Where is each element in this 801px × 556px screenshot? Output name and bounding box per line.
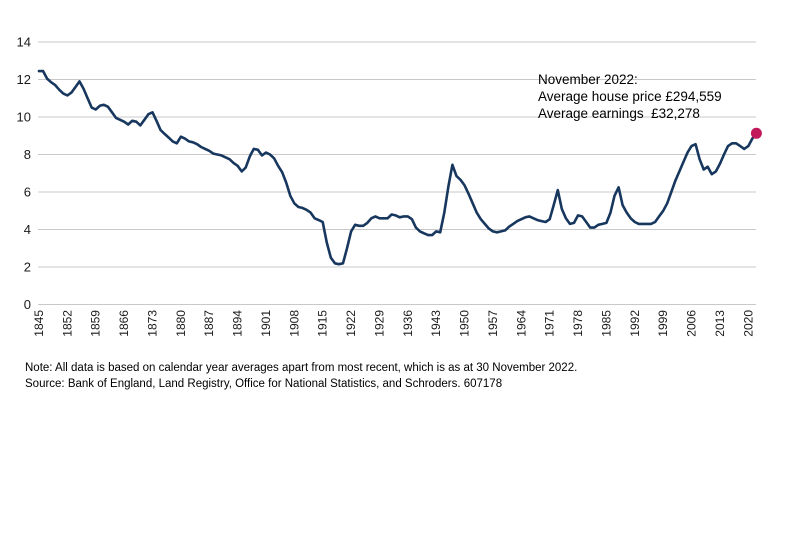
y-axis-tick-label: 0 bbox=[24, 297, 31, 312]
annotation-date: November 2022: bbox=[538, 72, 638, 87]
y-axis-tick-label: 6 bbox=[24, 185, 31, 200]
chart-annotation: November 2022: Average house price £294,… bbox=[538, 71, 722, 122]
x-axis-tick-label: 1894 bbox=[231, 310, 245, 337]
x-axis-tick-label: 1908 bbox=[287, 310, 301, 337]
y-axis-tick-label: 8 bbox=[24, 147, 31, 162]
x-axis-tick-label: 1866 bbox=[117, 310, 131, 337]
x-axis-tick-label: 1880 bbox=[174, 310, 188, 337]
annotation-earnings: Average earnings £32,278 bbox=[538, 106, 700, 121]
annotation-house-price: Average house price £294,559 bbox=[538, 89, 722, 104]
x-axis-tick-label: 1978 bbox=[571, 310, 585, 337]
y-axis-tick-label: 12 bbox=[17, 72, 31, 87]
x-axis-tick-label: 1999 bbox=[656, 310, 670, 337]
x-axis-tick-label: 1992 bbox=[628, 310, 642, 337]
x-axis-tick-label: 1957 bbox=[486, 310, 500, 337]
y-axis-tick-label: 14 bbox=[17, 35, 31, 50]
y-axis-tick-label: 2 bbox=[24, 260, 31, 275]
x-axis-tick-label: 1929 bbox=[373, 310, 387, 337]
x-axis-tick-label: 1971 bbox=[543, 310, 557, 337]
x-axis-tick-label: 1852 bbox=[60, 310, 74, 337]
y-axis-tick-label: 4 bbox=[24, 222, 31, 237]
x-axis-tick-label: 2006 bbox=[685, 310, 699, 337]
footnote-source: Source: Bank of England, Land Registry, … bbox=[25, 378, 503, 390]
x-axis-tick-label: 1845 bbox=[32, 310, 46, 337]
latest-data-point-marker bbox=[750, 127, 762, 139]
x-axis-tick-label: 1915 bbox=[316, 310, 330, 337]
x-axis-tick-label: 1873 bbox=[146, 310, 160, 337]
chart-footnote: Note: All data is based on calendar year… bbox=[25, 360, 577, 392]
x-axis-tick-label: 1922 bbox=[344, 310, 358, 337]
x-axis-tick-label: 2013 bbox=[713, 310, 727, 337]
x-axis-tick-label: 1964 bbox=[514, 310, 528, 337]
x-axis-tick-label: 1936 bbox=[401, 310, 415, 337]
x-axis-tick-label: 1901 bbox=[259, 310, 273, 337]
x-axis-tick-label: 2020 bbox=[741, 310, 755, 337]
x-axis-tick-label: 1950 bbox=[458, 310, 472, 337]
x-axis-tick-label: 1859 bbox=[89, 310, 103, 337]
footnote-note: Note: All data is based on calendar year… bbox=[25, 362, 578, 374]
x-axis-tick-label: 1943 bbox=[429, 310, 443, 337]
y-axis-tick-label: 10 bbox=[17, 110, 31, 125]
x-axis-tick-label: 1887 bbox=[202, 310, 216, 337]
x-axis-tick-label: 1985 bbox=[599, 310, 613, 337]
ratio-line-series bbox=[37, 69, 758, 266]
